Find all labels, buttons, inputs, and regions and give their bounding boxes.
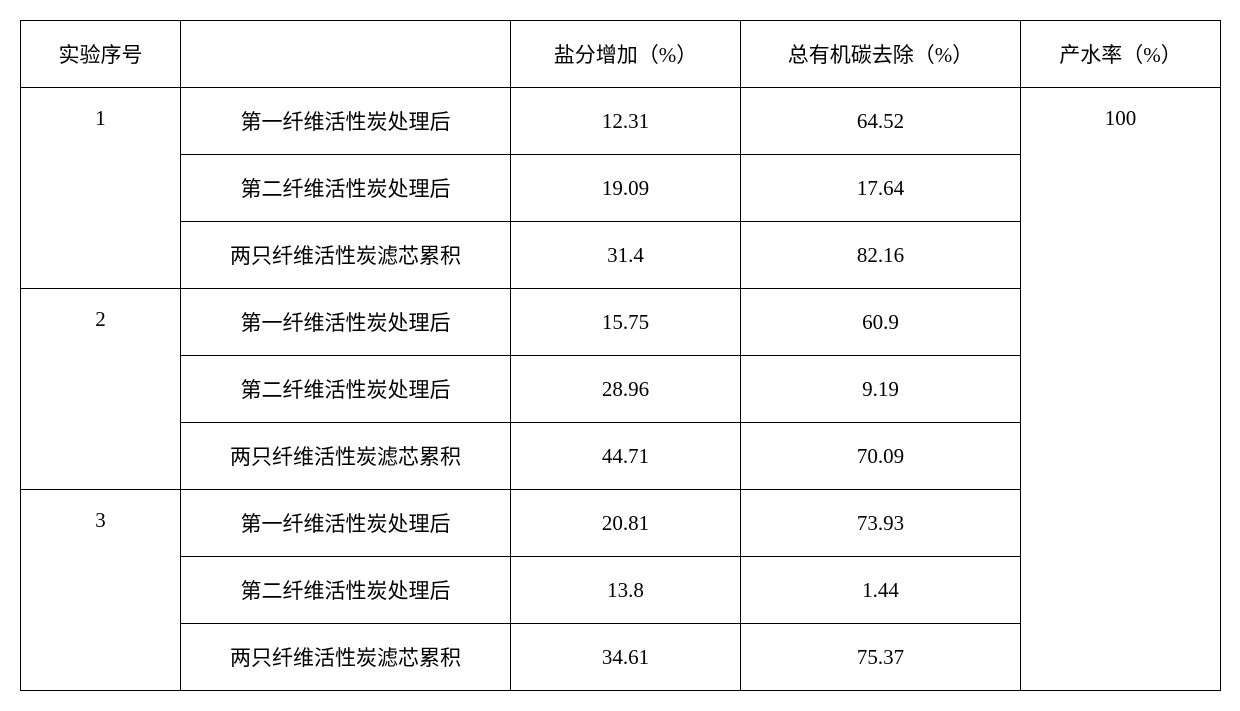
table-header-row: 实验序号 盐分增加（%） 总有机碳去除（%） 产水率（%）: [21, 21, 1221, 88]
toc-cell: 9.19: [741, 356, 1021, 423]
col-header-salt: 盐分增加（%）: [511, 21, 741, 88]
toc-cell: 82.16: [741, 222, 1021, 289]
stage-cell: 第二纤维活性炭处理后: [181, 155, 511, 222]
salt-cell: 13.8: [511, 557, 741, 624]
stage-cell: 第一纤维活性炭处理后: [181, 88, 511, 155]
stage-cell: 第二纤维活性炭处理后: [181, 356, 511, 423]
salt-cell: 44.71: [511, 423, 741, 490]
salt-cell: 19.09: [511, 155, 741, 222]
table-row: 1 第一纤维活性炭处理后 12.31 64.52 100: [21, 88, 1221, 155]
toc-cell: 60.9: [741, 289, 1021, 356]
exp-no-cell: 2: [21, 289, 181, 490]
toc-cell: 73.93: [741, 490, 1021, 557]
salt-cell: 12.31: [511, 88, 741, 155]
stage-cell: 两只纤维活性炭滤芯累积: [181, 624, 511, 691]
toc-cell: 1.44: [741, 557, 1021, 624]
col-header-stage: [181, 21, 511, 88]
toc-cell: 75.37: [741, 624, 1021, 691]
stage-cell: 第一纤维活性炭处理后: [181, 289, 511, 356]
col-header-toc: 总有机碳去除（%）: [741, 21, 1021, 88]
salt-cell: 31.4: [511, 222, 741, 289]
stage-cell: 第二纤维活性炭处理后: [181, 557, 511, 624]
col-header-yield: 产水率（%）: [1021, 21, 1221, 88]
exp-no-cell: 3: [21, 490, 181, 691]
experiment-data-table: 实验序号 盐分增加（%） 总有机碳去除（%） 产水率（%） 1 第一纤维活性炭处…: [20, 20, 1221, 691]
exp-no-cell: 1: [21, 88, 181, 289]
salt-cell: 15.75: [511, 289, 741, 356]
toc-cell: 64.52: [741, 88, 1021, 155]
col-header-exp-no: 实验序号: [21, 21, 181, 88]
yield-cell: 100: [1021, 88, 1221, 691]
salt-cell: 34.61: [511, 624, 741, 691]
stage-cell: 第一纤维活性炭处理后: [181, 490, 511, 557]
salt-cell: 20.81: [511, 490, 741, 557]
toc-cell: 70.09: [741, 423, 1021, 490]
stage-cell: 两只纤维活性炭滤芯累积: [181, 222, 511, 289]
salt-cell: 28.96: [511, 356, 741, 423]
toc-cell: 17.64: [741, 155, 1021, 222]
stage-cell: 两只纤维活性炭滤芯累积: [181, 423, 511, 490]
